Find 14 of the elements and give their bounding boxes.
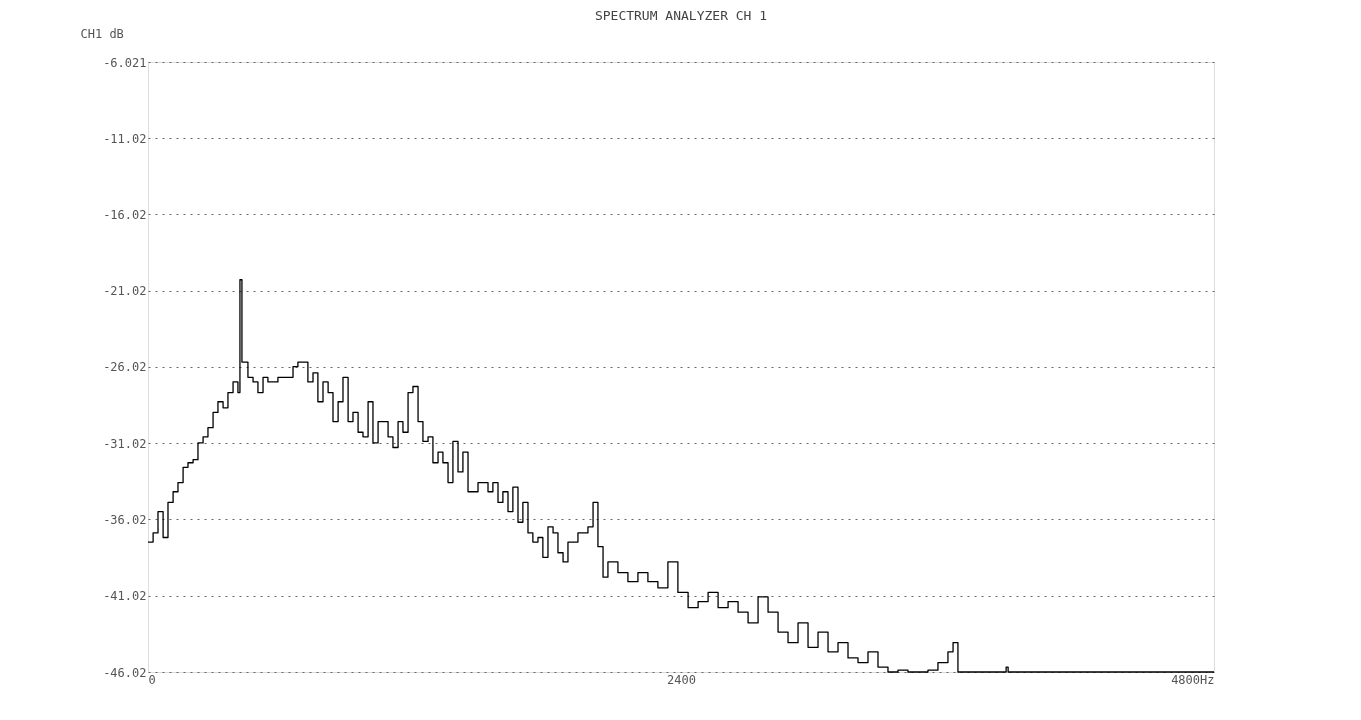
x-tick-label: 4800Hz — [1171, 672, 1215, 687]
y-tick-label: -6.021 — [103, 55, 147, 70]
y-tick-label: -31.02 — [103, 436, 147, 451]
y-tick-label: -46.02 — [103, 665, 147, 680]
y-tick-label: -11.02 — [103, 131, 147, 146]
y-tick-label: -16.02 — [103, 207, 147, 222]
chart-title: SPECTRUM ANALYZER CH 1 — [594, 8, 768, 23]
x-tick-label: 0 — [148, 672, 156, 687]
y-axis-title: CH1 dB — [80, 26, 124, 41]
x-tick-label: 2400 — [667, 672, 696, 687]
y-tick-label: -21.02 — [103, 284, 147, 299]
y-tick-label: -26.02 — [103, 360, 147, 375]
y-tick-label: -36.02 — [103, 513, 147, 527]
y-tick-label: -41.02 — [103, 589, 147, 604]
